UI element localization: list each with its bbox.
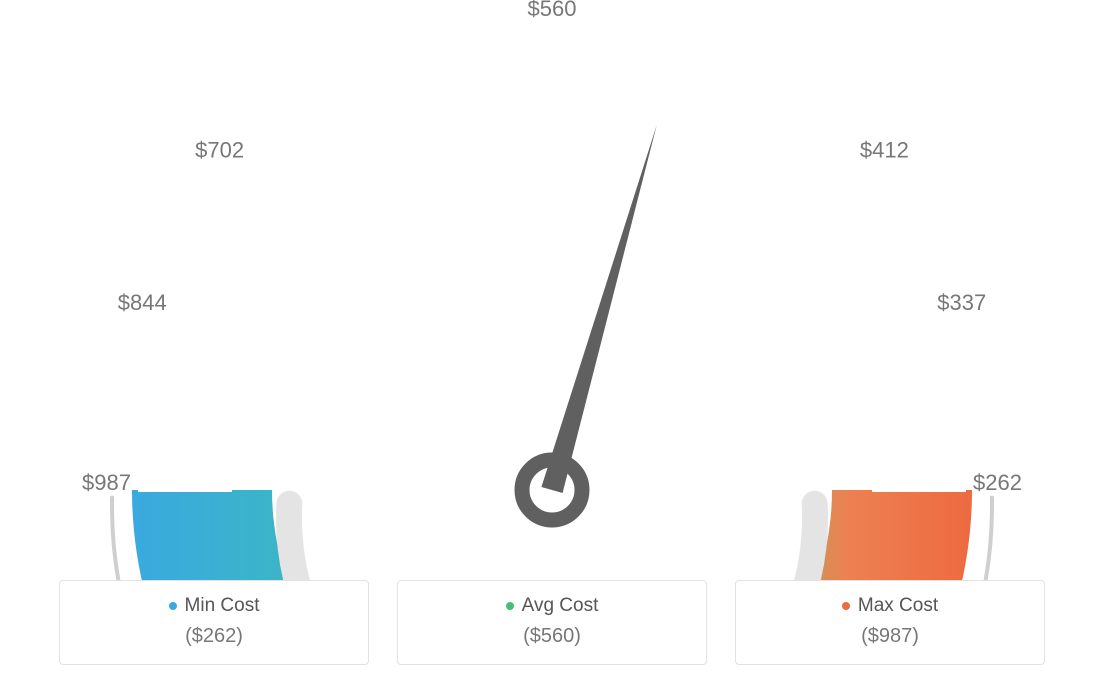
gauge-chart: $262 $337 $412 $560 $702 $844 $987 (0, 0, 1104, 580)
svg-text:$702: $702 (195, 138, 244, 163)
legend-title-min: Min Cost (78, 595, 350, 617)
legend-label: Avg Cost (522, 595, 599, 617)
legend-title-max: Max Cost (754, 595, 1026, 617)
legend-title-avg: Avg Cost (416, 595, 688, 617)
dot-icon (169, 602, 177, 610)
legend-value-avg: ($560) (416, 625, 688, 648)
svg-text:$262: $262 (973, 470, 1022, 495)
legend-card-min: Min Cost ($262) (59, 580, 369, 665)
legend-value-min: ($262) (78, 625, 350, 648)
svg-text:$987: $987 (82, 470, 131, 495)
gauge-svg: $262 $337 $412 $560 $702 $844 $987 (0, 0, 1104, 580)
legend-card-max: Max Cost ($987) (735, 580, 1045, 665)
svg-text:$412: $412 (860, 138, 909, 163)
svg-text:$337: $337 (937, 290, 986, 315)
svg-text:$560: $560 (528, 0, 577, 21)
legend-value-max: ($987) (754, 625, 1026, 648)
svg-text:$844: $844 (118, 290, 167, 315)
dot-icon (506, 602, 514, 610)
legend-label: Min Cost (185, 595, 260, 617)
dot-icon (842, 602, 850, 610)
legend-row: Min Cost ($262) Avg Cost ($560) Max Cost… (0, 580, 1104, 665)
legend-label: Max Cost (858, 595, 938, 617)
legend-card-avg: Avg Cost ($560) (397, 580, 707, 665)
